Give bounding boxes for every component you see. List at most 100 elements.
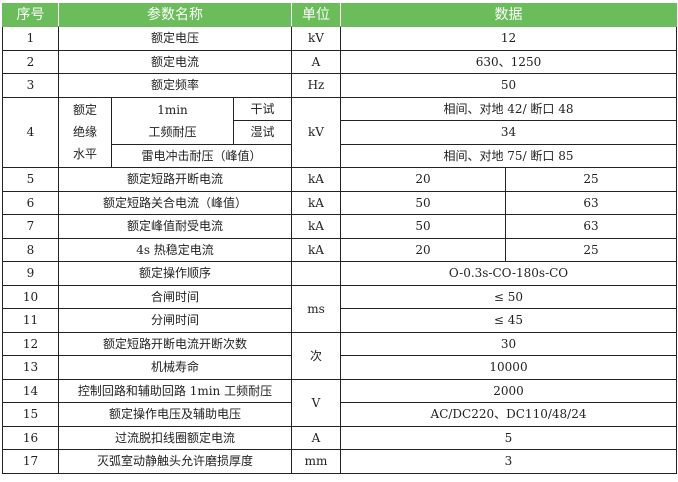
- row-value: ≤ 50: [340, 284, 677, 309]
- row-name: 额定短路开断电流: [58, 167, 292, 192]
- row-value-1: 50: [340, 214, 506, 239]
- parameter-table: 序号 参数名称 单位 数据 1 额定电压 kV 12 2 额定电流 A 630、1250 3…: [2, 3, 677, 474]
- table-row: 17 灭弧室动静触头允许磨损厚度 mm 3: [2, 449, 677, 474]
- lightning-value: 相间、对地 75/ 断口 85: [340, 143, 677, 168]
- row-no: 17: [2, 449, 59, 474]
- row-name: 过流脱扣线圈额定电流: [58, 425, 292, 450]
- row-name: 额定短路开断电流开断次数: [58, 331, 292, 356]
- table-row: 10 合闸时间 ms ≤ 50: [2, 284, 677, 333]
- header-data: 数据: [340, 3, 677, 27]
- row-unit: V: [291, 378, 341, 427]
- table-row: 11 分闸时间 ≤ 45: [2, 308, 677, 333]
- row-value: 30: [340, 331, 677, 356]
- header-name: 参数名称: [58, 3, 292, 27]
- row-name: 额定操作顺序: [58, 261, 292, 286]
- table-row: 7 额定峰值耐受电流 kA 50 63: [2, 214, 677, 239]
- table-row: 12 额定短路开断电流开断次数次 30: [2, 331, 677, 380]
- row-name: 额定频率: [58, 73, 292, 98]
- row-no: 3: [2, 73, 59, 98]
- row-no: 9: [2, 261, 59, 286]
- row-value-2: 25: [505, 167, 677, 192]
- label-line: 绝缘: [72, 125, 97, 140]
- row-no: 15: [2, 402, 59, 427]
- row-unit: kV: [291, 96, 341, 168]
- row-value-1: 50: [340, 190, 506, 215]
- lightning-label: 雷电冲击耐压（峰值）: [111, 143, 292, 168]
- power-freq-label: 1min 工频耐压: [111, 96, 234, 145]
- row-value: 12: [340, 26, 677, 51]
- label-line: 额定: [72, 103, 97, 118]
- row-value: O-0.3s-CO-180s-CO: [340, 261, 677, 286]
- row-value: 630、1250: [340, 49, 677, 74]
- table-row: 6 额定短路关合电流（峰值） kA 50 63: [2, 190, 677, 215]
- row-value: AC/DC220、DC110/48/24: [340, 402, 677, 427]
- row-value-2: 25: [505, 237, 677, 262]
- row-name: 额定操作电压及辅助电压: [58, 402, 292, 427]
- row-unit: ms: [291, 284, 341, 333]
- table-row: 5 额定短路开断电流 kA 20 25: [2, 167, 677, 192]
- label-line: 工频耐压: [148, 124, 197, 139]
- table-row: 16 过流脱扣线圈额定电流 A 5: [2, 425, 677, 450]
- row-no: 16: [2, 425, 59, 450]
- row-no: 14: [2, 378, 59, 403]
- table-row: 15 额定操作电压及辅助电压 AC/DC220、DC110/48/24: [2, 402, 677, 427]
- table-row: 13 机械寿命 10000: [2, 355, 677, 380]
- wet-test-label: 湿试: [233, 120, 292, 145]
- row-value: 2000: [340, 378, 677, 403]
- row-no: 10: [2, 284, 59, 309]
- row-no: 12: [2, 331, 59, 356]
- table-row: 雷电冲击耐压（峰值） 相间、对地 75/ 断口 85: [3, 143, 677, 168]
- row-name: 分闸时间: [58, 308, 292, 333]
- row-no: 1: [2, 26, 59, 51]
- row-unit: kA: [291, 214, 341, 239]
- row-no: 8: [2, 237, 59, 262]
- table-row: 1 额定电压 kV 12: [2, 26, 677, 51]
- row-no: 5: [2, 167, 59, 192]
- row-unit: kA: [291, 237, 341, 262]
- row-no: 13: [2, 355, 59, 380]
- row-value: 5: [340, 425, 677, 450]
- label-line: 水平: [72, 147, 97, 162]
- row-no: 7: [2, 214, 59, 239]
- row-name: 额定短路关合电流（峰值）: [58, 190, 292, 215]
- row-unit: 次: [291, 331, 341, 380]
- table-row: 4 额定 绝缘 水平 1min 工频耐压 干试 kV 相间、对地 42/ 断口 48: [2, 96, 677, 168]
- label-line: 1min: [157, 102, 188, 117]
- table-row: 8 4s 热稳定电流 kA 20 25: [2, 237, 677, 262]
- row-no: 11: [2, 308, 59, 333]
- table-row: 2 额定电流 A 630、1250: [2, 49, 677, 74]
- row-unit: Hz: [291, 73, 341, 98]
- row-no: 2: [2, 49, 59, 74]
- row-name: 机械寿命: [58, 355, 292, 380]
- row-unit: mm: [291, 449, 341, 474]
- row-unit: kA: [291, 167, 341, 192]
- row-value: ≤ 45: [340, 308, 677, 333]
- row-value: 10000: [340, 355, 677, 380]
- row-name: 灭弧室动静触头允许磨损厚度: [58, 449, 292, 474]
- row-value-1: 20: [340, 167, 506, 192]
- header-no: 序号: [2, 3, 59, 27]
- row-unit: A: [291, 49, 341, 74]
- row-value: 50: [340, 73, 677, 98]
- insulation-level-label: 额定 绝缘 水平: [58, 96, 112, 168]
- row-name: 额定峰值耐受电流: [58, 214, 292, 239]
- row-value-2: 63: [505, 214, 677, 239]
- header-unit: 单位: [291, 3, 341, 27]
- table-row: 9 额定操作顺序 O-0.3s-CO-180s-CO: [2, 261, 677, 286]
- row-value-2: 63: [505, 190, 677, 215]
- row-name: 额定电流: [58, 49, 292, 74]
- row-unit: A: [291, 425, 341, 450]
- row-no: 4: [2, 96, 59, 168]
- row-unit: kV: [291, 26, 341, 51]
- row-unit: [291, 261, 341, 286]
- row-no: 6: [2, 190, 59, 215]
- row-name: 4s 热稳定电流: [58, 237, 292, 262]
- table-row: 湿试 34: [3, 120, 677, 145]
- table-header: 序号 参数名称 单位 数据: [2, 3, 677, 27]
- row-name: 合闸时间: [58, 284, 292, 309]
- dry-test-label: 干试: [233, 96, 292, 121]
- row-name: 额定电压: [58, 26, 292, 51]
- wet-test-value: 34: [340, 120, 677, 145]
- row-value: 3: [340, 449, 677, 474]
- table-row: 3 额定频率 Hz 50: [2, 73, 677, 98]
